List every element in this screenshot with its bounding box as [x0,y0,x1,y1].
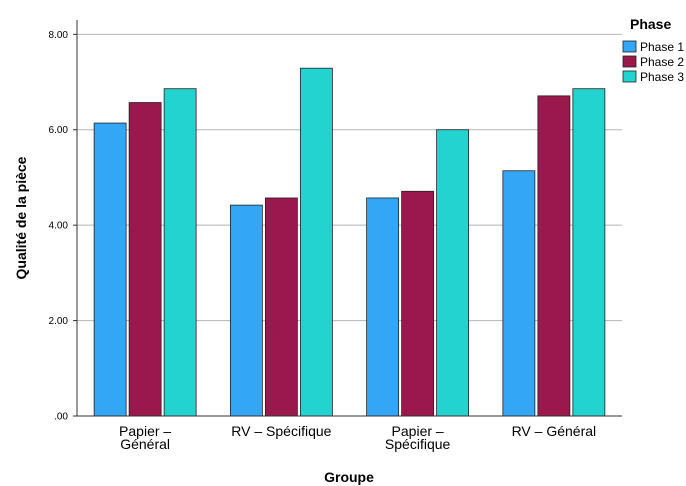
y-tick-label: 4.00 [49,221,69,232]
bar [537,95,571,417]
bar [366,197,400,417]
legend-label: Phase 3 [640,70,684,84]
x-category-label: RV – Spécifique [231,423,331,439]
legend-swatch [622,70,637,83]
legend-swatch [622,55,637,68]
bar [299,67,333,417]
bar-groups [93,67,606,417]
x-category-label: Papier – Général [119,423,171,452]
y-tick-label: 8.00 [49,30,69,41]
x-axis-title: Groupe [324,469,374,485]
y-tick-label: .00 [54,412,68,423]
bar [163,88,197,417]
legend-label: Phase 1 [640,40,684,54]
bar [229,204,263,417]
bar [264,197,298,417]
bar [502,170,536,417]
legend-title: Phase [630,16,671,32]
y-tick-label: 6.00 [49,125,69,136]
x-axis-category-labels: Papier – Général RV – Spécifique Papier – Sp… [119,423,596,452]
y-axis-ticks: .00 2.00 4.00 6.00 8.00 [49,30,77,423]
bar [401,190,435,417]
x-category-label: RV – Général [512,423,597,439]
bar [572,88,606,417]
y-tick-label: 2.00 [49,316,69,327]
bar [128,102,162,417]
bar [436,129,470,417]
x-category-label: Papier – Spécifique [385,423,451,452]
legend-label: Phase 2 [640,55,684,69]
legend-swatch [622,40,637,53]
y-axis-title: Qualité de la pièce [13,156,29,279]
bar [93,122,127,417]
